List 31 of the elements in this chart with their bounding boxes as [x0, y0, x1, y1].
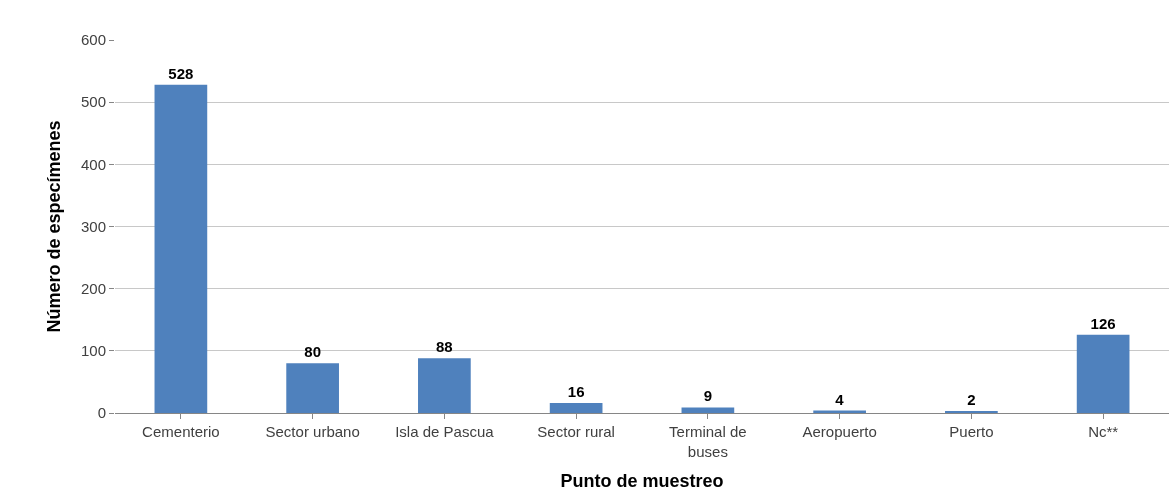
data-label: 9	[703, 387, 713, 405]
y-tick-label: 400	[80, 155, 106, 173]
y-tick-label: 300	[80, 217, 106, 235]
data-label: 528	[168, 64, 194, 82]
x-tick-label: Cementerio	[142, 423, 220, 440]
data-label: 80	[304, 343, 321, 361]
data-label: 2	[967, 391, 976, 408]
x-tick-label: Puerto	[949, 423, 994, 440]
y-tick-label: 200	[80, 279, 106, 297]
bar	[286, 363, 339, 413]
x-tick-label: Aeropuerto	[802, 423, 877, 440]
y-tick-label: 0	[97, 404, 106, 422]
bar	[418, 358, 471, 413]
y-tick-label: 500	[80, 93, 106, 111]
x-tick-label: Sector rural	[537, 423, 615, 440]
x-tick-label: Terminal de buses	[669, 423, 747, 460]
y-tick-label: 100	[80, 342, 106, 360]
y-tick-label: 600	[80, 31, 106, 49]
x-tick-label: Nc**	[1088, 423, 1119, 440]
data-label: 4	[835, 390, 845, 408]
bar	[681, 407, 735, 413]
y-axis-title: Número de especímenes	[44, 120, 65, 333]
data-label: 16	[567, 383, 585, 401]
x-axis-title: Punto de muestreo	[560, 470, 724, 491]
data-label: 88	[436, 338, 453, 356]
data-label: 126	[1090, 314, 1116, 332]
x-tick-label: Sector urbano	[265, 423, 360, 440]
bar	[154, 84, 208, 413]
bar	[1076, 334, 1130, 413]
x-tick-label: Isla de Pascua	[395, 423, 495, 440]
bar	[549, 403, 603, 413]
